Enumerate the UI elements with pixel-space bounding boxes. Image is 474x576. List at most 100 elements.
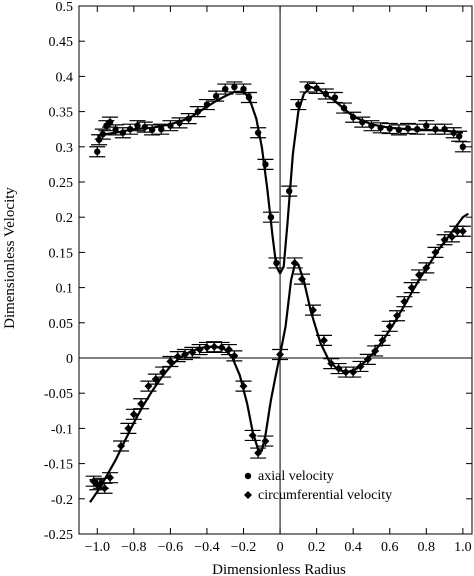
axial-point xyxy=(441,126,448,133)
plot-border xyxy=(78,5,473,535)
axial-point xyxy=(349,114,357,121)
y-tick-label: -0.2 xyxy=(51,493,73,508)
legend-label: axial velocity xyxy=(258,469,334,484)
axial-point xyxy=(456,133,463,140)
y-tick-label: 0.1 xyxy=(56,282,74,297)
circumferential-point xyxy=(349,368,358,377)
circumferential-point xyxy=(458,227,467,236)
x-tick-label: 0 xyxy=(277,540,284,555)
y-tick-label: 0.2 xyxy=(56,211,74,226)
circumferential-point xyxy=(385,322,394,331)
axial-point xyxy=(395,126,403,134)
circumferential-point xyxy=(276,350,285,359)
circumferential-point xyxy=(319,336,328,345)
circumferential-point xyxy=(137,399,146,408)
y-tick-label: -0.15 xyxy=(44,458,73,473)
axial-point xyxy=(126,126,134,133)
circumferential-point xyxy=(453,227,462,236)
axial-point xyxy=(245,94,253,101)
circumferential-point xyxy=(447,232,456,241)
axial-point xyxy=(432,126,439,133)
circumferential-point xyxy=(124,424,133,433)
y-tick-label: 0.4 xyxy=(56,70,74,85)
x-axis-label: Dimensionless Radius xyxy=(212,562,346,576)
circumferential-point xyxy=(363,355,372,364)
plot-frame xyxy=(78,5,473,535)
circumferential-point xyxy=(159,368,168,377)
circumferential-point xyxy=(173,352,182,361)
circumferential-point xyxy=(210,342,219,351)
circumferential-point xyxy=(414,270,423,279)
circumferential-point xyxy=(400,297,409,306)
axial-point xyxy=(240,85,247,93)
y-tick-label: 0.15 xyxy=(49,246,74,261)
circumferential-point xyxy=(393,311,402,320)
x-tick-label: −0.8 xyxy=(121,540,146,555)
circumferential-point xyxy=(371,346,380,355)
axial-point xyxy=(331,94,339,101)
legend-label: circumferential velocity xyxy=(258,488,392,503)
circumferential-point xyxy=(202,343,211,352)
circumferential-point xyxy=(106,473,115,482)
axial-point xyxy=(286,187,293,195)
circumferential-point xyxy=(308,306,317,315)
data-points xyxy=(85,81,471,494)
y-tick-label: 0.3 xyxy=(56,141,74,156)
y-tick-label: 0.5 xyxy=(56,0,74,15)
axial-point xyxy=(413,126,421,133)
legend-marker-circle xyxy=(244,472,252,480)
circumferential-point xyxy=(341,368,350,377)
circumferential-point xyxy=(248,431,257,440)
circumferential-point xyxy=(129,410,138,419)
axial-point xyxy=(273,259,280,267)
circumferential-point xyxy=(100,484,109,493)
circumferential-point xyxy=(290,258,299,267)
axial-point xyxy=(340,104,348,112)
y-tick-label: 0 xyxy=(66,352,73,367)
circumferential-point xyxy=(261,437,270,446)
x-tick-label: −0.4 xyxy=(194,540,219,555)
circumferential-point xyxy=(224,345,233,354)
x-tick-label: 0.8 xyxy=(418,540,436,555)
x-tick-label: 0.2 xyxy=(308,540,326,555)
x-tick-label: −0.6 xyxy=(158,540,183,555)
legend: axial velocity circumferential velocity xyxy=(244,469,392,503)
y-tick-label: 0.35 xyxy=(49,106,74,121)
axial-point xyxy=(459,143,467,150)
axial-point xyxy=(94,148,101,155)
circumferential-point xyxy=(230,351,239,360)
circumferential-point xyxy=(117,442,126,450)
circumferential-point xyxy=(254,449,263,458)
y-axis-label: Dimensionless Velocity xyxy=(2,187,18,329)
axial-point xyxy=(231,83,238,91)
y-tick-label: -0.1 xyxy=(51,422,73,437)
axial-point xyxy=(295,101,302,108)
axial-point xyxy=(377,124,384,131)
fit-curves xyxy=(89,85,469,503)
axial-point xyxy=(176,119,183,127)
axial-point xyxy=(267,214,275,221)
legend-marker-diamond xyxy=(244,491,252,499)
y-tick-label: 0.05 xyxy=(49,317,74,332)
axial-point xyxy=(119,129,127,136)
circumferential-point xyxy=(431,248,440,257)
y-tick-label: 0.25 xyxy=(49,176,74,191)
axis-ticks: -0.25 -0.2 -0.15 -0.1 -0.05 0 0.05 0.1 0.15 0.2 0.… xyxy=(44,0,472,555)
axial-point xyxy=(304,83,311,91)
y-tick-label: 0.45 xyxy=(49,35,74,50)
axial-point xyxy=(450,129,457,136)
circumferential-point xyxy=(407,283,416,292)
circumferential-point xyxy=(181,350,190,359)
axial-point xyxy=(134,122,141,129)
circumferential-point xyxy=(195,345,204,354)
axial-point xyxy=(368,122,375,129)
axial-point xyxy=(262,161,269,168)
axial-point xyxy=(222,85,229,93)
axial-point xyxy=(322,90,329,98)
y-tick-label: -0.05 xyxy=(44,387,73,402)
axial-point xyxy=(423,122,430,129)
circumferential-point xyxy=(298,275,307,284)
circumferential-point xyxy=(239,382,248,391)
axial-point xyxy=(158,126,165,133)
